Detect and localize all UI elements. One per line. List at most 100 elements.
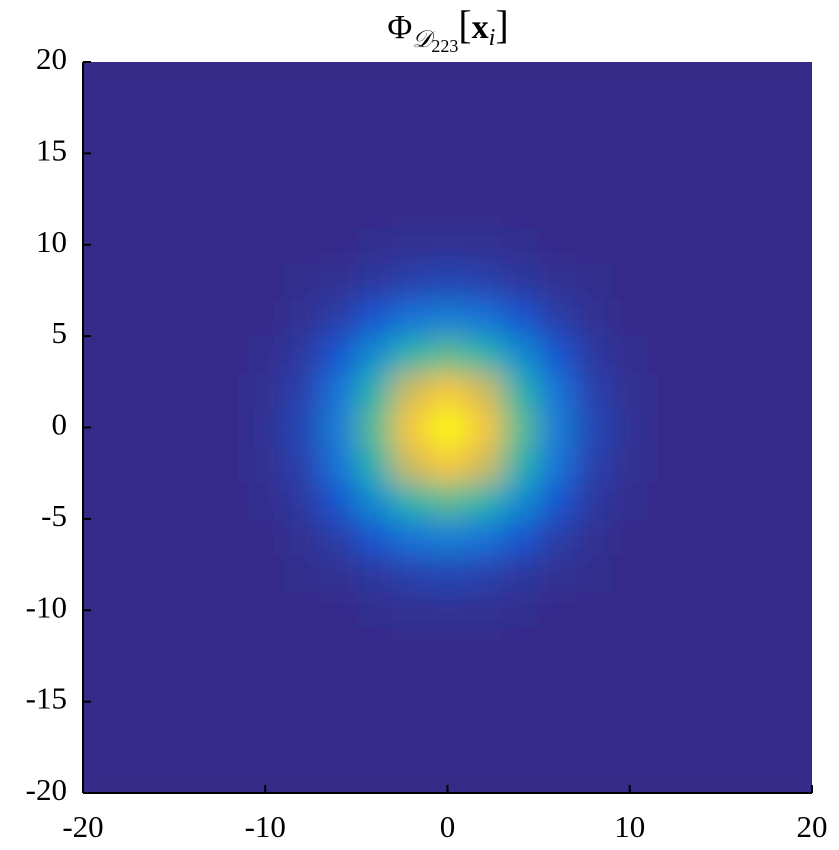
heatmap-cell: [392, 774, 430, 793]
heatmap-cell: [647, 372, 685, 410]
heatmap-cell: [392, 701, 430, 739]
heatmap-cell: [684, 774, 722, 793]
heatmap-cell: [720, 226, 758, 264]
heatmap-cell: [210, 263, 248, 301]
title-bracket: ]: [495, 2, 508, 47]
heatmap-cell: [101, 153, 139, 191]
heatmap-cell: [502, 409, 540, 447]
heatmap-cell: [247, 701, 284, 739]
heatmap-cell: [647, 80, 685, 118]
heatmap-cell: [502, 189, 540, 227]
heatmap-cell: [247, 299, 284, 337]
heatmap-cell: [392, 518, 430, 556]
heatmap-cell: [465, 738, 503, 776]
heatmap: [83, 62, 812, 793]
heatmap-cell: [101, 336, 139, 374]
heatmap-cell: [247, 774, 284, 793]
title-subscript-index: 223: [431, 36, 458, 56]
heatmap-cell: [356, 372, 394, 410]
heatmap-cell: [757, 555, 795, 593]
heatmap-cell: [575, 153, 613, 191]
heatmap-cell: [392, 555, 430, 593]
heatmap-cell: [247, 263, 284, 301]
heatmap-cell: [101, 409, 139, 447]
heatmap-cell: [465, 555, 503, 593]
heatmap-cell: [174, 263, 212, 301]
heatmap-cell: [137, 336, 175, 374]
x-tick-label: 10: [614, 809, 645, 844]
heatmap-cell: [720, 263, 758, 301]
heatmap-cell: [757, 518, 795, 556]
heatmap-cell: [137, 153, 175, 191]
heatmap-cell: [757, 299, 795, 337]
heatmap-cell: [210, 445, 248, 483]
heatmap-cell: [720, 372, 758, 410]
heatmap-cell: [83, 701, 102, 739]
heatmap-cell: [247, 738, 284, 776]
heatmap-cell: [356, 263, 394, 301]
heatmap-cell: [247, 116, 284, 154]
heatmap-cell: [793, 336, 812, 374]
heatmap-cell: [210, 80, 248, 118]
heatmap-cell: [356, 774, 394, 793]
heatmap-cell: [83, 62, 102, 81]
heatmap-cell: [319, 482, 357, 520]
heatmap-cell: [174, 336, 212, 374]
heatmap-cell: [83, 80, 102, 118]
heatmap-cell: [137, 482, 175, 520]
heatmap-cell: [174, 189, 212, 227]
heatmap-cell: [502, 738, 540, 776]
heatmap-cell: [538, 116, 576, 154]
heatmap-cell: [575, 445, 613, 483]
heatmap-cell: [392, 336, 430, 374]
heatmap-cell: [101, 555, 139, 593]
heatmap-cell: [684, 226, 722, 264]
heatmap-cell: [210, 189, 248, 227]
heatmap-cell: [611, 445, 649, 483]
heatmap-cell: [647, 299, 685, 337]
heatmap-cell: [502, 116, 540, 154]
heatmap-cell: [356, 738, 394, 776]
heatmap-cell: [174, 445, 212, 483]
heatmap-cell: [720, 774, 758, 793]
heatmap-cell: [793, 116, 812, 154]
heatmap-cell: [137, 226, 175, 264]
heatmap-cell: [429, 226, 467, 264]
heatmap-cell: [647, 774, 685, 793]
heatmap-cell: [283, 409, 321, 447]
heatmap-cell: [83, 665, 102, 703]
heatmap-cell: [720, 299, 758, 337]
heatmap-cell: [247, 445, 284, 483]
heatmap-cell: [684, 738, 722, 776]
heatmap-cell: [247, 591, 284, 630]
heatmap-cell: [429, 153, 467, 191]
heatmap-cell: [83, 591, 102, 630]
heatmap-cell: [793, 409, 812, 447]
heatmap-cell: [575, 189, 613, 227]
heatmap-cell: [247, 409, 284, 447]
heatmap-cell: [392, 80, 430, 118]
heatmap-cell: [283, 153, 321, 191]
x-tick-label: -20: [62, 809, 103, 844]
heatmap-cell: [429, 591, 467, 630]
x-tick-label: 20: [797, 809, 828, 844]
title-symbol: Φ: [387, 9, 412, 46]
heatmap-cell: [356, 555, 394, 593]
heatmap-cell: [137, 299, 175, 337]
heatmap-cell: [720, 116, 758, 154]
y-tick-label: -15: [26, 681, 67, 716]
heatmap-cell: [101, 701, 139, 739]
heatmap-cell: [101, 774, 139, 793]
heatmap-cell: [684, 591, 722, 630]
heatmap-cell: [757, 628, 795, 666]
heatmap-cell: [575, 263, 613, 301]
heatmap-cell: [502, 153, 540, 191]
heatmap-cell: [319, 226, 357, 264]
heatmap-cell: [575, 665, 613, 703]
heatmap-cell: [319, 628, 357, 666]
heatmap-cell: [611, 116, 649, 154]
heatmap-cell: [793, 226, 812, 264]
heatmap-cell: [83, 299, 102, 337]
heatmap-cell: [247, 62, 284, 81]
heatmap-cell: [793, 62, 812, 81]
